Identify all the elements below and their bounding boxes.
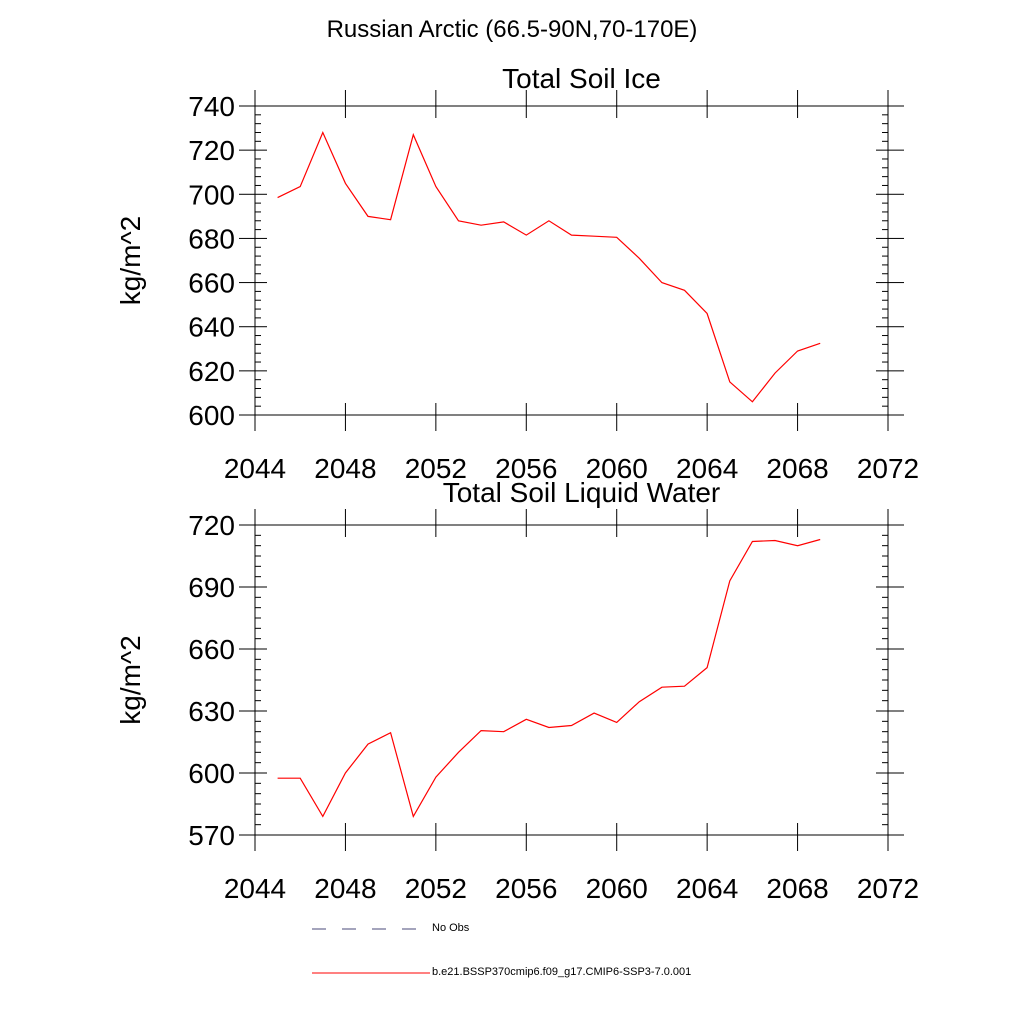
chart2-y-tick-label: 720 <box>188 510 235 541</box>
chart2-title: Total Soil Liquid Water <box>443 477 721 508</box>
legend-label-no-obs: No Obs <box>432 922 470 934</box>
legend-label-model-run: b.e21.BSSP370cmip6.f09_g17.CMIP6-SSP3-7.… <box>432 966 692 978</box>
chart1-x-tick-label: 2044 <box>224 453 286 484</box>
chart1-y-axis-label: kg/m^2 <box>115 216 146 305</box>
chart1-y-tick-label: 700 <box>188 179 235 210</box>
chart2-plot-frame <box>254 524 889 836</box>
chart1-y-tick-label: 740 <box>188 91 235 122</box>
chart1-x-tick-label: 2064 <box>676 453 738 484</box>
chart1-x-tick-label: 2048 <box>314 453 376 484</box>
legend-item-model-run: b.e21.BSSP370cmip6.f09_g17.CMIP6-SSP3-7.… <box>310 964 910 984</box>
chart1-y-tick-label: 600 <box>188 400 235 431</box>
chart1-x-tick-label: 2068 <box>766 453 828 484</box>
chart1-x-tick-label: 2052 <box>405 453 467 484</box>
chart2-x-tick-label: 2060 <box>586 873 648 904</box>
chart2-x-tick-label: 2072 <box>857 873 919 904</box>
legend-swatch-no-obs <box>312 928 418 930</box>
chart1-x-tick-label: 2072 <box>857 453 919 484</box>
chart1-x-tick-label: 2060 <box>586 453 648 484</box>
chart2-x-tick-label: 2048 <box>314 873 376 904</box>
chart2-x-tick-label: 2068 <box>766 873 828 904</box>
chart1-title: Total Soil Ice <box>502 63 661 94</box>
chart2-y-tick-label: 690 <box>188 572 235 603</box>
chart2-x-tick-label: 2044 <box>224 873 286 904</box>
chart2-y-tick-label: 570 <box>188 820 235 851</box>
chart1-x-tick-label: 2056 <box>495 453 557 484</box>
chart1-plot-frame <box>254 105 889 416</box>
chart1-y-tick-label: 720 <box>188 135 235 166</box>
chart2-y-tick-label: 630 <box>188 696 235 727</box>
chart2-y-axis-label: kg/m^2 <box>115 635 146 724</box>
chart2-series-line-1 <box>277 538 821 818</box>
chart1-series-line-1 <box>277 130 821 403</box>
figure-title: Russian Arctic (66.5-90N,70-170E) <box>326 16 698 43</box>
chart2-x-tick-label: 2064 <box>676 873 738 904</box>
chart1-y-tick-label: 620 <box>188 356 235 387</box>
chart2-x-tick-label: 2052 <box>405 873 467 904</box>
chart1-y-tick-label: 640 <box>188 312 235 343</box>
chart1-y-tick-label: 660 <box>188 268 235 299</box>
chart1-y-tick-label: 680 <box>188 223 235 254</box>
chart2-x-tick-label: 2056 <box>495 873 557 904</box>
legend-item-no-obs: No Obs <box>310 920 910 940</box>
legend-swatch-model-run <box>312 972 430 974</box>
chart2-y-tick-label: 660 <box>188 634 235 665</box>
chart2-y-tick-label: 600 <box>188 758 235 789</box>
